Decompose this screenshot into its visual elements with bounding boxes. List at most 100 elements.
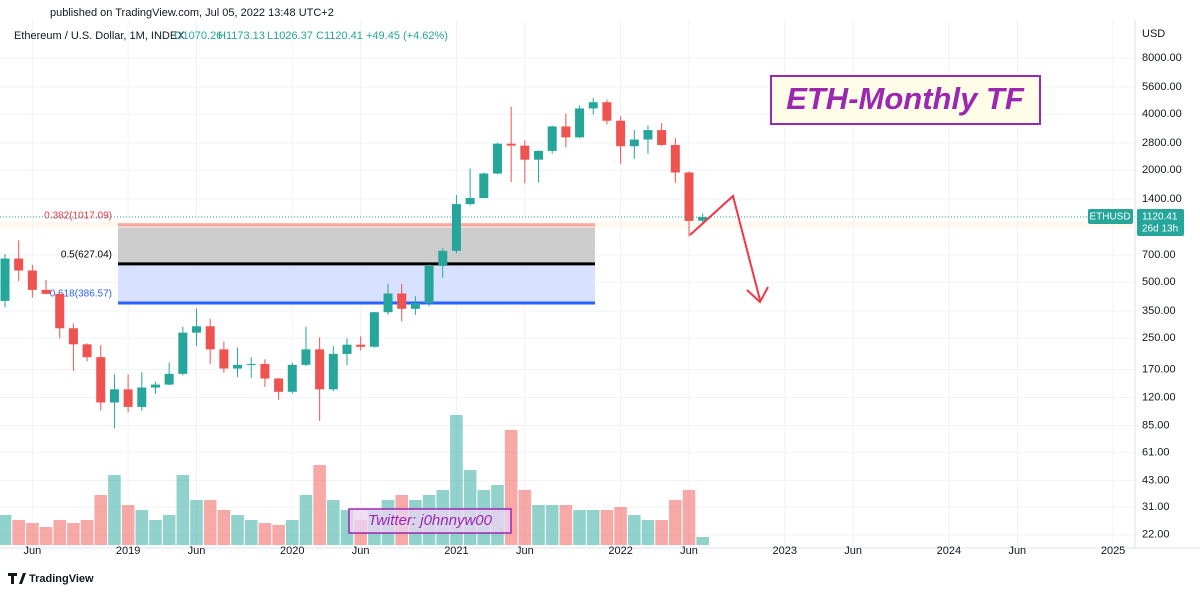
volume-bar	[12, 520, 25, 545]
volume-bar	[217, 510, 231, 545]
candles	[0, 98, 1135, 429]
candle-body	[534, 150, 544, 160]
symbol-tag-text: ETHUSD	[1089, 212, 1130, 223]
candle-body	[137, 387, 147, 407]
volume-bar	[108, 475, 121, 545]
price-tag: ETHUSD 1120.41 26d 13h	[1088, 209, 1184, 236]
candle-body	[178, 332, 188, 374]
candle-body	[643, 130, 653, 140]
fib-label: 0.382(1017.09)	[44, 210, 112, 221]
y-tick-label: 43.00	[1142, 475, 1170, 487]
logo-mark	[8, 573, 26, 584]
volume-bar	[669, 500, 682, 545]
volume-bar	[244, 520, 258, 545]
volume-bar	[586, 510, 600, 545]
footer-text: TradingView	[29, 573, 94, 585]
x-tick-label: Jun	[516, 545, 534, 557]
countdown-text: 26d 13h	[1142, 224, 1178, 235]
candle-body	[315, 349, 325, 390]
y-tick-label: 2000.00	[1142, 164, 1182, 176]
legend-high: H1173.13	[218, 30, 265, 42]
candle-body	[68, 328, 78, 345]
candle-body	[260, 363, 270, 379]
candle-body	[575, 108, 585, 138]
candle-body	[424, 265, 434, 304]
candle-body	[246, 363, 256, 365]
y-tick-label: 170.00	[1142, 363, 1176, 375]
arrow-path	[689, 194, 761, 301]
volume-bar	[696, 537, 709, 545]
volume-bar	[285, 520, 299, 545]
volume-bar	[121, 505, 135, 545]
candle-body	[410, 303, 420, 309]
forecast-arrow	[689, 194, 769, 304]
candle-body	[629, 139, 639, 147]
volume-bar	[518, 490, 532, 545]
candle-body	[96, 357, 106, 403]
volume-bar	[149, 520, 162, 545]
volume-bar	[190, 500, 203, 545]
volume-bar	[655, 520, 668, 545]
volume-bar	[203, 500, 217, 545]
annotation-box: ETH-Monthly TF	[770, 75, 1041, 125]
y-tick-label: 61.00	[1142, 446, 1170, 458]
volume-bar	[231, 515, 244, 545]
candle-body	[602, 102, 612, 121]
fib-extension	[0, 221, 1135, 228]
candle-body	[233, 364, 243, 369]
legend-change: +49.45 (+4.62%)	[366, 30, 448, 42]
volume-bar	[94, 495, 108, 545]
candle-body	[0, 258, 10, 301]
volume-bar	[39, 527, 53, 545]
x-tick-label: 2024	[937, 545, 961, 557]
candle-body	[520, 145, 530, 160]
legend-close: C1120.41	[316, 30, 363, 42]
candle-body	[150, 384, 160, 388]
candle-body	[479, 173, 489, 199]
x-tick-label: Jun	[352, 545, 370, 557]
currency-label: USD	[1142, 28, 1165, 40]
fib-label: 0.5(627.04)	[61, 250, 112, 261]
x-tick-label: Jun	[188, 545, 206, 557]
x-tick-label: Jun	[844, 545, 862, 557]
volume-bar	[532, 505, 545, 545]
volume-bar	[299, 495, 313, 545]
chart-legend: Ethereum / U.S. Dollar, 1M, INDEX O1070.…	[14, 30, 448, 42]
candle-body	[205, 326, 215, 350]
y-tick-label: 120.00	[1142, 392, 1176, 404]
x-tick-label: Jun	[1008, 545, 1026, 557]
candle-body	[109, 389, 119, 403]
volume-bar	[176, 475, 190, 545]
x-tick-label: Jun	[23, 545, 41, 557]
legend-low: L1026.37	[267, 30, 313, 42]
y-tick-label: 250.00	[1142, 332, 1176, 344]
x-tick-label: Jun	[680, 545, 698, 557]
volume-bar	[614, 507, 627, 545]
y-tick-label: 85.00	[1142, 419, 1170, 431]
fib-zone	[118, 224, 595, 264]
axes: 8000.00 5600.00 4000.00 2800.00 2000.00 1400.…	[23, 52, 1181, 557]
volume-bar	[545, 505, 559, 545]
fib-label: 0.618(386.57)	[50, 289, 112, 300]
candle-body	[27, 270, 37, 290]
y-tick-label: 350.00	[1142, 305, 1176, 317]
symbol-tag	[1088, 209, 1133, 224]
volume-bar	[682, 490, 696, 545]
footer-logo: TradingView	[8, 573, 94, 585]
y-tick-label: 2800.00	[1142, 137, 1182, 149]
candle-body	[397, 293, 407, 309]
annotation-text: ETH-Monthly TF	[786, 81, 1025, 116]
fib-retracement: 0.382(1017.09) 0.5(627.04) 0.618(386.57)	[0, 210, 1135, 305]
x-tick-label: 2020	[280, 545, 304, 557]
candle-body	[123, 389, 133, 407]
y-tick-label: 700.00	[1142, 249, 1176, 261]
candle-body	[465, 198, 475, 205]
y-tick-label: 8000.00	[1142, 52, 1182, 64]
x-tick-label: 2022	[608, 545, 632, 557]
candle-body	[342, 344, 352, 354]
candle-body	[657, 130, 667, 145]
candle-body	[451, 204, 461, 251]
watermark-text: Twitter: j0hnnyw00	[368, 512, 493, 529]
volume-bar	[313, 465, 326, 545]
volume-bar	[53, 520, 67, 545]
